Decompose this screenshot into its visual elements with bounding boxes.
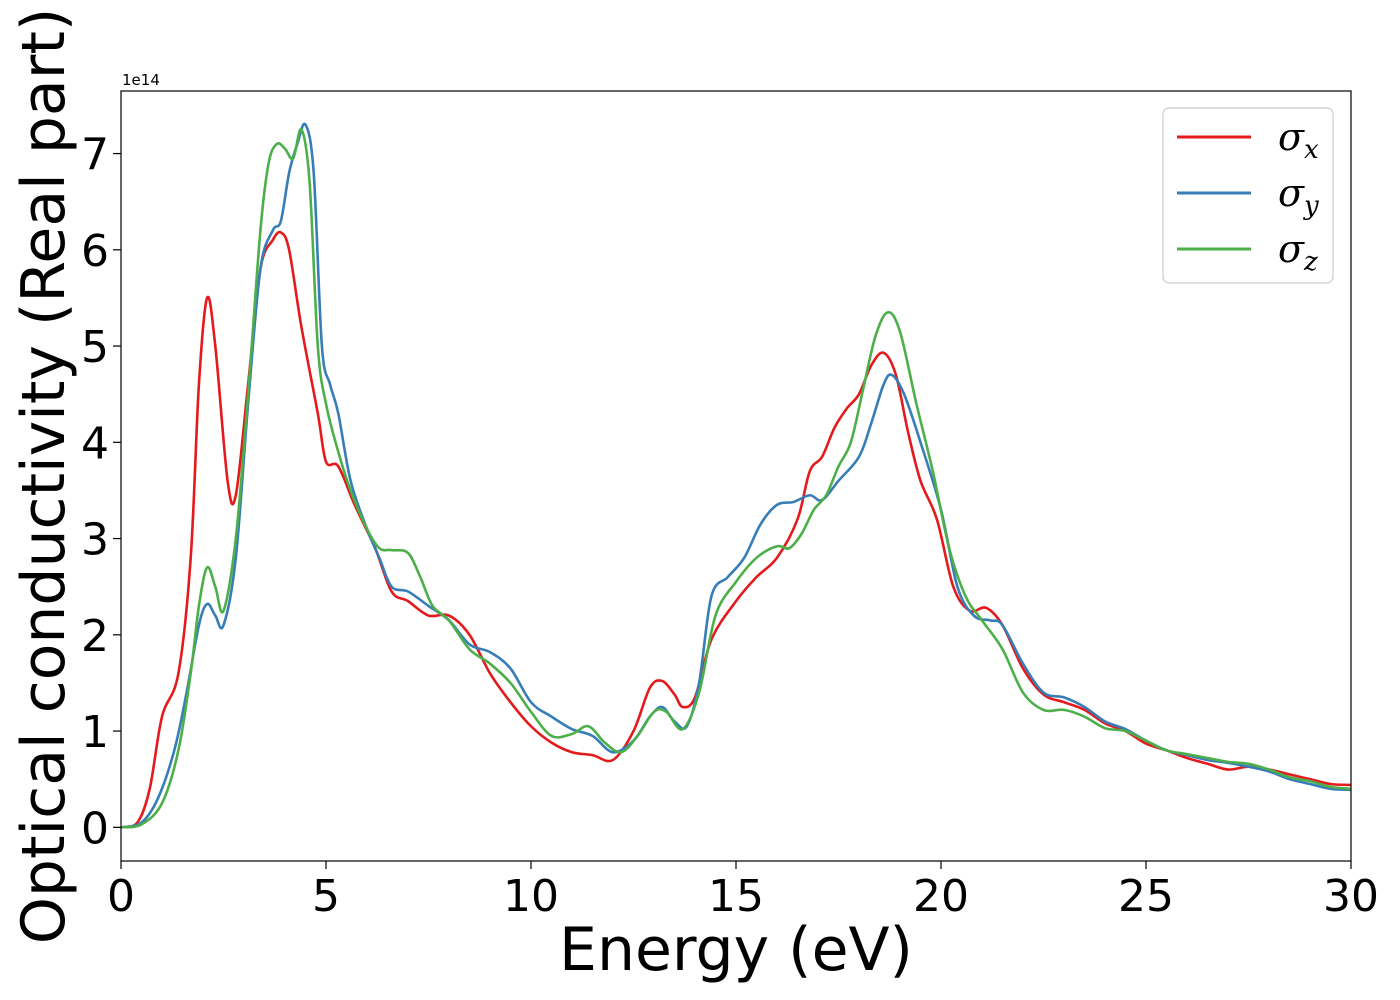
x-tick-label: 15 <box>708 871 764 922</box>
legend-label-x: σx <box>1278 115 1319 165</box>
x-tick-label: 0 <box>107 871 135 922</box>
series-layer <box>121 122 1351 829</box>
x-tick-label: 25 <box>1118 871 1174 922</box>
y-axis-title: Optical conductivity (Real part) <box>9 8 79 945</box>
x-tick-label: 30 <box>1323 871 1379 922</box>
y-tick-label: 2 <box>81 611 109 662</box>
legend-box <box>1162 107 1334 284</box>
x-tick-label: 5 <box>312 871 340 922</box>
x-axis-title: Energy (eV) <box>559 915 913 985</box>
legend: σx σy σz <box>1162 107 1334 284</box>
legend-label-y: σy <box>1278 171 1319 221</box>
y-tick-label: 5 <box>81 322 109 373</box>
y-tick-label: 6 <box>81 226 109 277</box>
y-axis-offset-label: 1e14 <box>122 71 160 89</box>
y-tick-label: 0 <box>81 803 109 854</box>
series-line-z <box>121 128 1351 829</box>
x-tick-label: 20 <box>913 871 969 922</box>
y-tick-label: 4 <box>81 418 109 469</box>
x-axis-ticks: 0 5 10 15 20 25 30 <box>107 861 1379 922</box>
y-tick-label: 1 <box>81 707 109 758</box>
series-line-x <box>121 230 1351 829</box>
y-tick-label: 3 <box>81 515 109 566</box>
series-line-y <box>121 122 1351 829</box>
legend-label-z: σz <box>1278 227 1318 277</box>
y-axis-ticks: 0 1 2 3 4 5 6 7 <box>81 130 121 854</box>
x-tick-label: 10 <box>503 871 559 922</box>
y-tick-label: 7 <box>81 130 109 181</box>
